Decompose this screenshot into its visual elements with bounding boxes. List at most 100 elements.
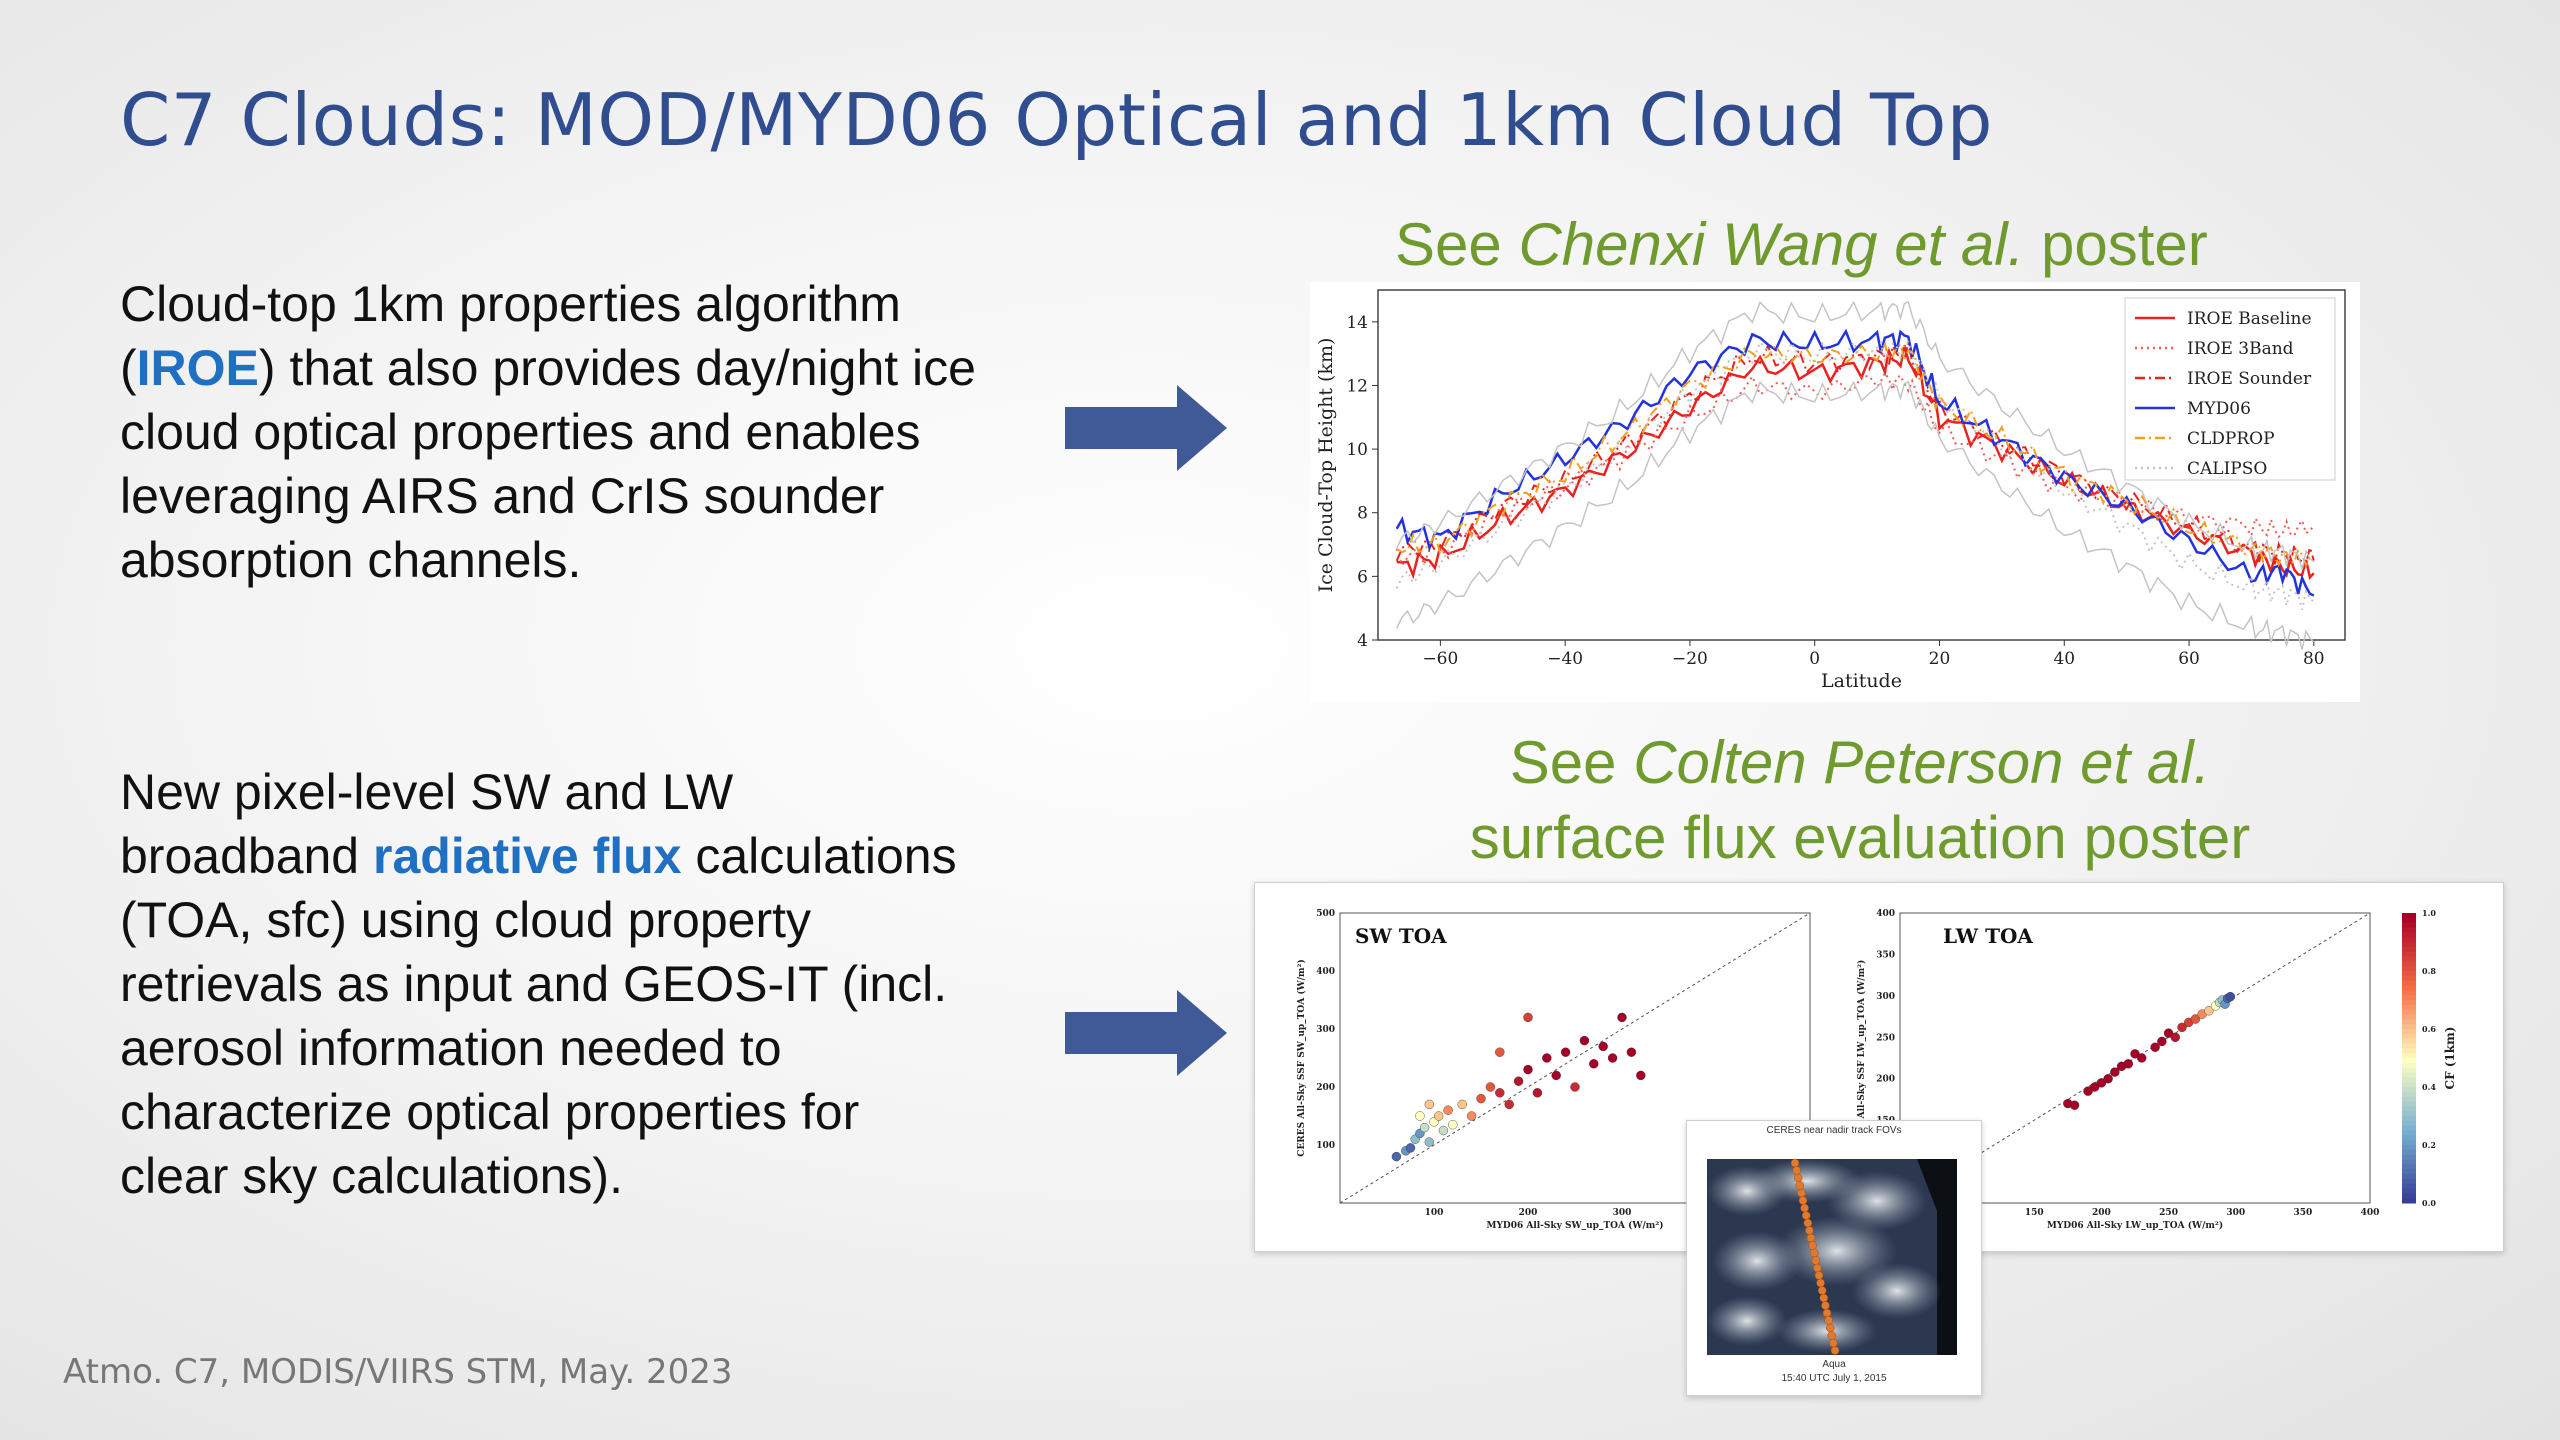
para2-line6: characterize optical properties for	[120, 1084, 860, 1140]
colorbar-segment	[2402, 1009, 2416, 1015]
caption2-pre: See	[1509, 729, 1634, 796]
colorbar-segment	[2402, 1024, 2416, 1030]
x-tick-label: 200	[1519, 1208, 1538, 1218]
fov-marker	[1798, 1196, 1808, 1205]
inset-label-satellite: Aqua	[1822, 1359, 1846, 1370]
x-tick-label: 20	[1929, 649, 1951, 669]
colorbar-segment	[2402, 985, 2416, 991]
one-to-one-line	[1339, 912, 1811, 1204]
y-tick-label: 350	[1876, 950, 1895, 960]
colorbar-segment	[2402, 1019, 2416, 1025]
colorbar-tick: 0.0	[2422, 1198, 2436, 1208]
colorbar-segment	[2402, 1159, 2416, 1165]
slide-title: C7 Clouds: MOD/MYD06 Optical and 1km Clo…	[120, 78, 1993, 162]
scatter-point	[1466, 1111, 1477, 1121]
colorbar-segment	[2402, 1077, 2416, 1083]
x-tick-label: 100	[1425, 1208, 1444, 1218]
colorbar-segment	[2402, 966, 2416, 972]
x-tick-label: 150	[2025, 1208, 2044, 1218]
colorbar-segment	[2402, 927, 2416, 933]
scatter-point	[1424, 1137, 1435, 1147]
y-tick-label: 6	[1357, 567, 1368, 587]
colorbar-segment	[2402, 1198, 2416, 1204]
legend-label: CALIPSO	[2187, 459, 2267, 479]
series-line-myd06	[1395, 328, 2315, 597]
scatter-point	[1495, 1047, 1505, 1057]
fov-marker	[1814, 1271, 1824, 1280]
plot-frame	[1377, 289, 2346, 641]
colorbar-segment	[2402, 1096, 2416, 1102]
fov-marker	[1813, 1263, 1822, 1273]
scatter-point	[1551, 1070, 1561, 1081]
para1-line2-post: ) that also provides day/night ice	[258, 340, 976, 396]
y-tick-label: 250	[1876, 1033, 1895, 1043]
scatter-point	[2190, 1014, 2201, 1024]
x-tick-label: 80	[2303, 649, 2325, 669]
scatter-point	[1542, 1053, 1552, 1063]
fov-marker	[1800, 1203, 1809, 1213]
colorbar-tick: 0.6	[2422, 1024, 2436, 1034]
fov-marker	[1830, 1346, 1840, 1355]
colorbar-segment	[2402, 1058, 2416, 1064]
fov-marker	[1829, 1338, 1838, 1348]
para1-line4: leveraging AIRS and CrIS sounder	[120, 468, 885, 524]
fov-marker	[1822, 1308, 1832, 1318]
cloud-top-height-chart: −60 −40 −20 0 20 40 60 80 4 6 8 10 12 14 Latitude Ice C…	[1310, 282, 2360, 702]
paragraph-iroe: Cloud-top 1km properties algorithm (IROE…	[120, 272, 1080, 592]
colorbar-segment	[2402, 951, 2416, 957]
x-tick-label: 350	[2293, 1208, 2312, 1218]
fov-marker	[1809, 1248, 1819, 1258]
fov-marker	[1821, 1301, 1830, 1310]
legend-label: IROE Sounder	[2187, 369, 2312, 389]
slide-footer: Atmo. C7, MODIS/VIIRS STM, May. 2023	[63, 1352, 733, 1392]
para1-line5: absorption channels.	[120, 532, 582, 588]
colorbar-segment	[2402, 975, 2416, 982]
x-tick-label: 250	[2159, 1208, 2178, 1218]
x-tick-label: −20	[1672, 649, 1708, 669]
paragraph-radiative-flux: New pixel-level SW and LW broadband radi…	[120, 760, 1080, 1208]
caption2-line1: See Colten Peterson et al.	[1420, 728, 2300, 797]
inset-title: CERES near nadir track FOVs	[1766, 1125, 1902, 1136]
series-line-iroe-sounder	[1395, 343, 2315, 568]
fov-marker	[1801, 1211, 1811, 1220]
x-axis-label: MYD06 All-Sky LW_up_TOA (W/m²)	[2047, 1220, 2223, 1231]
colorbar-segment	[2402, 913, 2416, 919]
scatter-point	[2157, 1036, 2167, 1047]
scatter-point	[1433, 1111, 1444, 1121]
scatter-point	[1438, 1125, 1449, 1136]
scatter-point	[1617, 1012, 1627, 1023]
y-tick-label: 14	[1346, 313, 1368, 333]
colorbar-segment	[2402, 917, 2416, 924]
para2-line2-pre: broadband	[120, 828, 374, 884]
scatter-point	[2103, 1074, 2113, 1084]
scatter-frame	[1899, 912, 2371, 1204]
x-tick-label: −40	[1547, 649, 1583, 669]
colorbar-segment	[2402, 956, 2416, 962]
legend-label: IROE 3Band	[2187, 339, 2294, 359]
caption1-pre: See	[1395, 211, 1519, 278]
scatter-point	[1424, 1099, 1435, 1110]
colorbar-segment	[2402, 1029, 2416, 1035]
scatter-point	[1513, 1076, 1524, 1086]
series-line-cldprop	[1396, 341, 2314, 568]
scatter-point	[1495, 1088, 1505, 1098]
scatter-point	[2204, 1006, 2214, 1016]
x-tick-label: 60	[2178, 649, 2200, 669]
para2-line1: New pixel-level SW and LW	[120, 764, 734, 820]
series-line-iroe-3band	[1395, 370, 2315, 568]
legend-box	[2124, 297, 2336, 481]
y-tick-label: 400	[1876, 909, 1895, 919]
colorbar-segment	[2402, 1082, 2416, 1088]
fov-marker	[1806, 1233, 1816, 1243]
y-tick-label: 12	[1346, 376, 1368, 396]
scatter-point	[2170, 1032, 2180, 1042]
scatter-lw-toa: 1001502002503003504001001502002503003504…	[1856, 909, 2379, 1231]
y-tick-label: 400	[1316, 967, 1335, 977]
flux-scatter-plots: 100 200 300 100 200 300 400 500 SW TOA MYD06 All-…	[1296, 908, 2457, 1231]
colorbar-tick: 0.8	[2422, 966, 2436, 976]
colorbar-segment	[2402, 1014, 2416, 1020]
colorbar-label: CF (1km)	[2443, 1027, 2457, 1090]
legend-label: IROE Baseline	[2187, 309, 2312, 329]
satellite-image	[1707, 1158, 1957, 1355]
fov-marker	[1793, 1173, 1803, 1183]
